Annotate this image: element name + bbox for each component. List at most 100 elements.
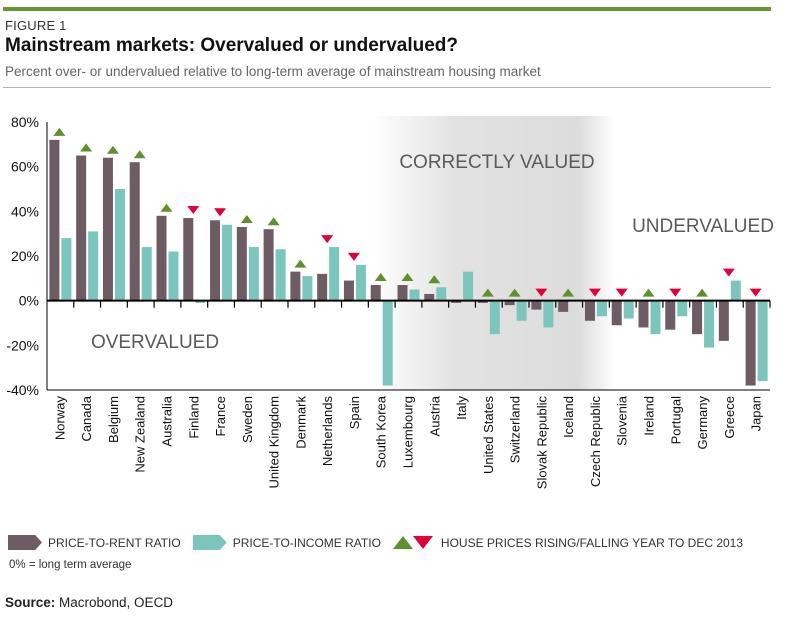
trend-marker-up [106, 145, 119, 154]
trend-marker-up [267, 217, 280, 226]
x-tick-label: Ireland [642, 396, 657, 436]
bar-price-to-rent [745, 300, 756, 386]
chart-title: Mainstream markets: Overvalued or underv… [5, 35, 458, 56]
trend-marker-down [615, 288, 628, 297]
x-tick-label: South Korea [374, 395, 389, 468]
trend-marker-up [80, 143, 93, 152]
x-tick-label: Spain [347, 396, 362, 429]
x-tick-label: United States [481, 396, 496, 475]
trend-marker-down [187, 206, 200, 215]
bar-price-to-rent [76, 155, 87, 301]
x-tick-label: Belgium [106, 396, 121, 443]
bar-price-to-income [114, 189, 125, 301]
bar-chart: Norway Canada Belgium New Zealand Australia F… [6, 114, 774, 490]
x-tick-label: Portugal [668, 396, 683, 445]
y-tick-label: 20% [11, 248, 39, 264]
x-tick-label: Iceland [561, 396, 576, 438]
bar-price-to-income [409, 289, 420, 301]
bar-price-to-income [516, 300, 527, 321]
bar-price-to-income [650, 300, 661, 335]
bar-price-to-rent [263, 229, 274, 301]
trend-marker-up [481, 288, 494, 297]
income-swatch [192, 535, 227, 550]
x-tick-label: Czech Republic [588, 396, 603, 488]
bar-price-to-income [275, 249, 286, 301]
bar-price-to-rent [183, 218, 194, 301]
bar-price-to-rent [236, 226, 247, 301]
bar-price-to-rent [129, 162, 140, 301]
trend-marker-up [401, 273, 414, 282]
bar-price-to-income [195, 300, 206, 303]
trend-marker-down [588, 288, 601, 297]
legend: PRICE-TO-RENT RATIO PRICE-TO-INCOME RATI… [8, 535, 755, 550]
trend-marker-down [214, 208, 227, 217]
figure-label: FIGURE 1 [5, 18, 67, 33]
source-line: Source: Macrobond, OECD [5, 595, 173, 610]
trend-marker-up [133, 150, 146, 159]
trend-marker-down [749, 288, 762, 297]
bar-price-to-income [757, 300, 768, 382]
bar-price-to-income [677, 300, 688, 317]
legend-income-label: PRICE-TO-INCOME RATIO [232, 535, 381, 550]
annotation-undervalued: UNDERVALUED [632, 216, 774, 237]
bar-price-to-income [382, 300, 393, 386]
bar-price-to-rent [49, 139, 60, 301]
y-tick-label: 0% [19, 293, 39, 309]
bar-price-to-rent [584, 300, 595, 321]
bar-price-to-income [355, 264, 366, 301]
x-tick-label: Luxembourg [401, 396, 416, 468]
bar-price-to-income [704, 300, 715, 348]
trend-marker-down [535, 288, 548, 297]
bar-price-to-income [596, 300, 607, 317]
bar-price-to-rent [370, 285, 381, 301]
source-label: Source: [5, 595, 56, 610]
x-tick-label: Slovak Republic [534, 396, 549, 490]
bar-price-to-income [141, 247, 152, 301]
x-tick-label: Japan [749, 396, 764, 431]
bar-price-to-rent [477, 300, 488, 303]
bar-price-to-income [543, 300, 554, 328]
x-tick-label: Germany [695, 396, 710, 450]
trend-marker-down [321, 235, 334, 244]
bar-price-to-rent [611, 300, 622, 326]
bar-price-to-rent [343, 280, 354, 301]
legend-item-rent: PRICE-TO-RENT RATIO [8, 535, 181, 550]
bar-price-to-rent [558, 300, 569, 312]
trend-marker-up [696, 288, 709, 297]
bar-price-to-rent [317, 273, 328, 301]
trend-marker-up [160, 203, 173, 212]
trend-marker-up [240, 214, 253, 223]
bar-price-to-rent [210, 220, 221, 301]
bar-price-to-income [61, 238, 72, 301]
trend-marker-up [508, 288, 521, 297]
bar-price-to-income [168, 251, 179, 301]
rent-swatch [8, 535, 42, 550]
triangle-down-icon [412, 536, 433, 549]
bar-price-to-income [489, 300, 500, 335]
trend-marker-down [669, 288, 682, 297]
bar-price-to-rent [424, 293, 435, 301]
bar-price-to-rent [156, 215, 167, 301]
bar-price-to-rent [504, 300, 515, 306]
bar-price-to-income [88, 231, 99, 301]
bar-price-to-income [248, 247, 259, 301]
accent-bar [3, 7, 771, 11]
bar-price-to-rent [451, 300, 462, 303]
x-tick-label: New Zealand [133, 396, 148, 473]
y-tick-label: -20% [6, 337, 39, 353]
annotation-overvalued: OVERVALUED [91, 332, 219, 353]
bar-price-to-rent [397, 285, 408, 301]
x-tick-label: Finland [186, 396, 201, 439]
chart-subtitle: Percent over- or undervalued relative to… [5, 64, 541, 79]
legend-rent-label: PRICE-TO-RENT RATIO [48, 535, 181, 550]
triangle-up-icon [392, 536, 413, 549]
legend-item-trend: HOUSE PRICES RISING/FALLING YEAR TO DEC … [392, 536, 743, 550]
bar-price-to-rent [665, 300, 676, 330]
trend-marker-up [53, 127, 66, 136]
y-tick-label: 60% [11, 159, 39, 175]
y-tick-label: 80% [11, 114, 39, 130]
x-tick-label: Greece [722, 396, 737, 439]
correctly-valued-zone [371, 116, 615, 390]
trend-marker-up [374, 273, 387, 282]
x-tick-label: Sweden [240, 396, 255, 443]
